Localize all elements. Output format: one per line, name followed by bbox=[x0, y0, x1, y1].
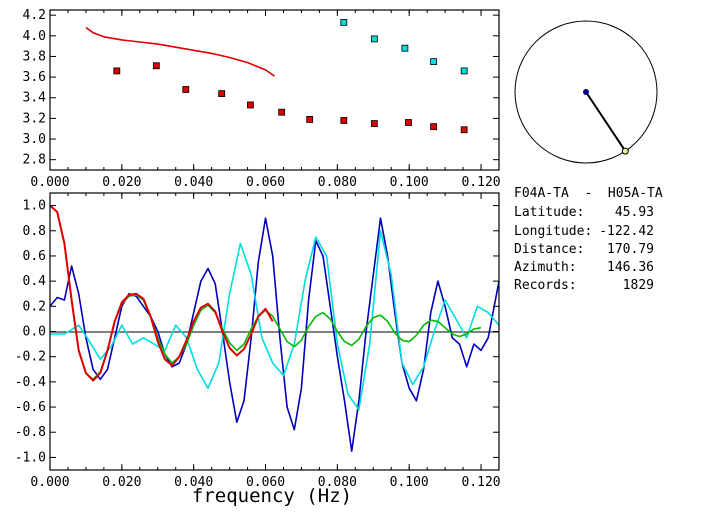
dispersion-cyan-marker bbox=[370, 35, 378, 43]
dispersion-x-tick-label: 0.000 bbox=[30, 175, 69, 190]
dispersion-cyan-marker bbox=[340, 18, 348, 26]
dispersion-x-tick-label: 0.040 bbox=[174, 175, 213, 190]
dispersion-plot-content bbox=[85, 18, 468, 134]
correlation-green-curve bbox=[49, 204, 482, 381]
correlation-y-tick-label: 1.0 bbox=[23, 199, 46, 214]
dispersion-y-tick-label: 3.4 bbox=[23, 91, 47, 106]
correlation-x-tick-label: 0.080 bbox=[318, 475, 357, 490]
dispersion-y-tick-label: 4.0 bbox=[23, 29, 46, 44]
longitude-label: Longitude: bbox=[514, 224, 592, 239]
azimuth-label: Azimuth: bbox=[514, 260, 577, 275]
dispersion-x-tick-label: 0.120 bbox=[461, 175, 500, 190]
azimuth-line bbox=[585, 91, 627, 152]
correlation-x-tick-label: 0.060 bbox=[246, 475, 285, 490]
latitude-label: Latitude: bbox=[514, 205, 584, 220]
station-pair-label: F04A-TA - H05A-TA bbox=[514, 186, 663, 201]
correlation-y-tick-label: 0.4 bbox=[23, 274, 47, 289]
dispersion-y-tick-label: 4.2 bbox=[23, 8, 46, 23]
dispersion-red-marker bbox=[182, 86, 190, 93]
remote-station-marker bbox=[621, 147, 629, 155]
dispersion-x-tick-label: 0.060 bbox=[246, 175, 285, 190]
dispersion-y-tick-label: 3.6 bbox=[23, 70, 46, 85]
longitude-value: -122.42 bbox=[599, 224, 654, 239]
correlation-y-tick-label: -1.0 bbox=[15, 450, 46, 465]
dispersion-y-tick-label: 3.0 bbox=[23, 132, 46, 147]
azimuth-circle bbox=[514, 20, 658, 164]
dispersion-plot-frame bbox=[49, 9, 500, 171]
latitude-value: 45.93 bbox=[615, 205, 654, 220]
correlation-y-tick-label: -0.6 bbox=[15, 400, 46, 415]
dispersion-red-marker bbox=[218, 90, 226, 98]
correlation-x-tick-label: 0.040 bbox=[174, 475, 213, 490]
x-axis-title: frequency (Hz) bbox=[192, 485, 352, 507]
dispersion-x-tick-label: 0.100 bbox=[390, 175, 429, 190]
azimuth-diagram bbox=[514, 20, 658, 164]
distance-value: 170.79 bbox=[607, 242, 654, 257]
dispersion-red-marker bbox=[306, 116, 314, 123]
dispersion-red-marker bbox=[278, 108, 286, 116]
records-value: 1829 bbox=[623, 278, 654, 293]
distance-label: Distance: bbox=[514, 242, 584, 257]
correlation-y-tick-label: 0.8 bbox=[23, 224, 46, 239]
correlation-red-curve bbox=[49, 204, 274, 382]
correlation-y-tick-label: 0.0 bbox=[23, 325, 46, 340]
dispersion-cyan-marker bbox=[460, 67, 468, 75]
azimuth-value: 146.36 bbox=[607, 260, 654, 275]
correlation-y-tick-label: -0.2 bbox=[15, 350, 46, 365]
dispersion-cyan-marker bbox=[430, 58, 438, 66]
dispersion-red-marker bbox=[247, 101, 254, 109]
dispersion-y-tick-label: 3.8 bbox=[23, 49, 46, 64]
station-info: F04A-TA - H05A-TA Latitude: 45.93 Longit… bbox=[514, 186, 663, 293]
dispersion-red-marker bbox=[152, 62, 160, 70]
dispersion-cyan-marker bbox=[401, 44, 409, 52]
dispersion-x-tick-label: 0.080 bbox=[318, 175, 357, 190]
records-label: Records: bbox=[514, 278, 577, 293]
dispersion-red-curve bbox=[85, 26, 275, 77]
correlation-x-tick-label: 0.000 bbox=[30, 475, 69, 490]
correlation-y-tick-label: 0.6 bbox=[23, 249, 46, 264]
correlation-plot-content bbox=[49, 204, 500, 452]
correlation-y-tick-label: -0.4 bbox=[15, 375, 46, 390]
dispersion-red-marker bbox=[460, 126, 468, 134]
correlation-x-tick-label: 0.120 bbox=[461, 475, 500, 490]
correlation-y-tick-label: -0.8 bbox=[15, 425, 46, 440]
correlation-axes: 0.000 0.020 0.040 0.060 0.080 0.100 0.120 1.0 0.… bbox=[15, 193, 501, 490]
dispersion-red-marker bbox=[340, 117, 348, 124]
dispersion-red-marker bbox=[370, 120, 378, 127]
dispersion-red-marker bbox=[405, 119, 412, 126]
dispersion-x-tick-label: 0.020 bbox=[102, 175, 141, 190]
correlation-x-tick-label: 0.020 bbox=[102, 475, 141, 490]
dispersion-red-marker bbox=[113, 67, 121, 75]
correlation-cyan-curve bbox=[50, 230, 500, 411]
center-station-marker bbox=[583, 89, 589, 95]
dispersion-y-tick-label: 2.8 bbox=[23, 153, 46, 168]
dispersion-panel: 0.000 0.020 0.040 0.060 0.080 0.100 0.120 2.8 3.… bbox=[23, 8, 501, 190]
correlation-y-tick-label: 0.2 bbox=[23, 299, 46, 314]
correlation-x-tick-label: 0.100 bbox=[390, 475, 429, 490]
correlation-panel: 0.000 0.020 0.040 0.060 0.080 0.100 0.120 1.0 0.… bbox=[15, 192, 501, 507]
dispersion-red-marker bbox=[430, 123, 438, 131]
dispersion-y-tick-label: 3.2 bbox=[23, 111, 46, 126]
dispersion-axes: 0.000 0.020 0.040 0.060 0.080 0.100 0.120 2.8 3.… bbox=[23, 8, 501, 190]
